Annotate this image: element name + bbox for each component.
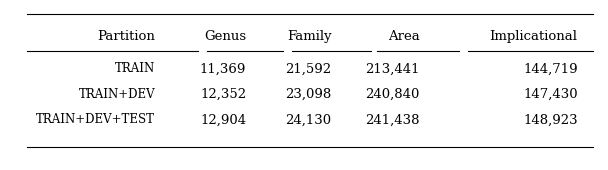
Text: 241,438: 241,438 — [365, 113, 420, 126]
Text: 12,904: 12,904 — [200, 113, 246, 126]
Text: 213,441: 213,441 — [365, 62, 420, 75]
Text: Genus: Genus — [204, 30, 246, 43]
Text: 148,923: 148,923 — [523, 113, 578, 126]
Text: TRAIN+DEV: TRAIN+DEV — [78, 88, 155, 101]
Text: TRAIN: TRAIN — [115, 62, 155, 75]
Text: TRAIN+DEV+TEST: TRAIN+DEV+TEST — [36, 113, 155, 126]
Text: Implicational: Implicational — [489, 30, 578, 43]
Text: 12,352: 12,352 — [200, 88, 246, 101]
Text: 11,369: 11,369 — [200, 62, 246, 75]
Text: 23,098: 23,098 — [285, 88, 331, 101]
Text: Partition: Partition — [97, 30, 155, 43]
Text: Area: Area — [388, 30, 420, 43]
Text: 24,130: 24,130 — [285, 113, 331, 126]
Text: 240,840: 240,840 — [365, 88, 420, 101]
Text: 144,719: 144,719 — [523, 62, 578, 75]
Text: 147,430: 147,430 — [523, 88, 578, 101]
Text: 21,592: 21,592 — [285, 62, 331, 75]
Text: Family: Family — [287, 30, 331, 43]
